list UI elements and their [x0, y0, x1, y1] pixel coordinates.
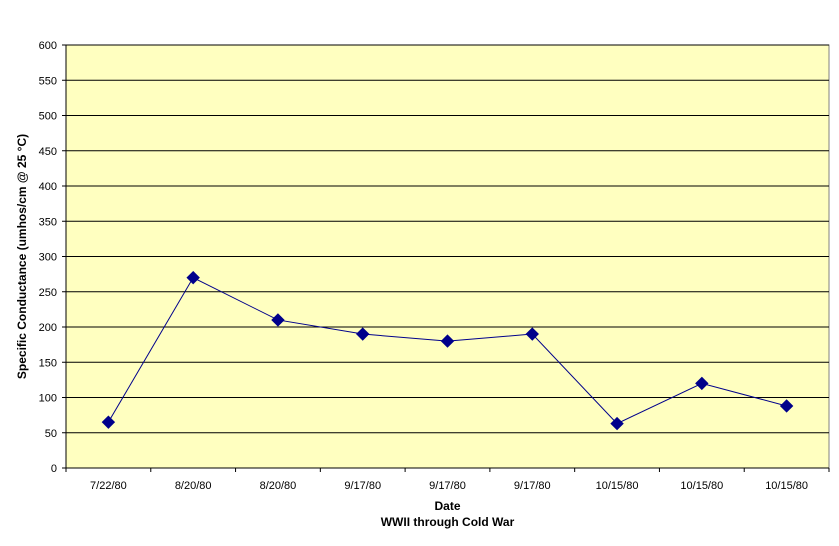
y-axis-ticks: 0 50 100 150 200 250 300 350 400 450 500 550 600: [39, 40, 66, 475]
data-point-diamond-icon: [271, 313, 285, 327]
y-tick-label: 50: [45, 428, 57, 440]
x-tick-label: 9/17/80: [514, 480, 551, 492]
x-axis-title: Date: [434, 499, 460, 513]
y-tick-label: 600: [39, 40, 57, 52]
y-tick-label: 200: [39, 322, 57, 334]
data-point-diamond-icon: [356, 327, 370, 341]
x-axis-subtitle: WWII through Cold War: [381, 515, 515, 529]
x-tick-label: 10/15/80: [680, 480, 723, 492]
y-tick-label: 400: [39, 181, 57, 193]
data-point-diamond-icon: [610, 416, 624, 431]
x-tick-label: 10/15/80: [765, 480, 808, 492]
data-point-diamond-icon: [186, 270, 200, 285]
x-tick-label: 9/17/80: [429, 480, 466, 492]
data-point-diamond-icon: [779, 399, 794, 413]
data-point-diamond-icon: [695, 376, 709, 391]
y-tick-label: 300: [39, 252, 57, 264]
y-tick-label: 450: [39, 146, 57, 158]
x-tick-label: 10/15/80: [596, 480, 639, 492]
y-tick-label: 250: [39, 287, 57, 299]
y-tick-label: 550: [39, 75, 57, 87]
y-tick-label: 500: [39, 111, 57, 123]
y-axis-title: Specific Conductance (umhos/cm @ 25 °C): [15, 134, 29, 379]
x-tick-label: 9/17/80: [344, 480, 381, 492]
x-tick-label: 7/22/80: [90, 480, 127, 492]
y-tick-label: 100: [39, 393, 57, 405]
data-point-diamond-icon: [440, 334, 455, 348]
y-tick-label: 0: [51, 463, 57, 475]
y-tick-label: 350: [39, 216, 57, 228]
x-axis-ticks: 7/22/80 8/20/80 8/20/80 9/17/80 9/17/80 9/17/…: [65, 468, 830, 492]
gridlines: [66, 44, 829, 434]
data-points: [101, 270, 794, 431]
y-tick-label: 150: [39, 357, 57, 369]
data-point-diamond-icon: [101, 415, 116, 429]
x-tick-label: 8/20/80: [260, 480, 297, 492]
x-tick-label: 8/20/80: [175, 480, 212, 492]
data-point-diamond-icon: [525, 327, 539, 341]
